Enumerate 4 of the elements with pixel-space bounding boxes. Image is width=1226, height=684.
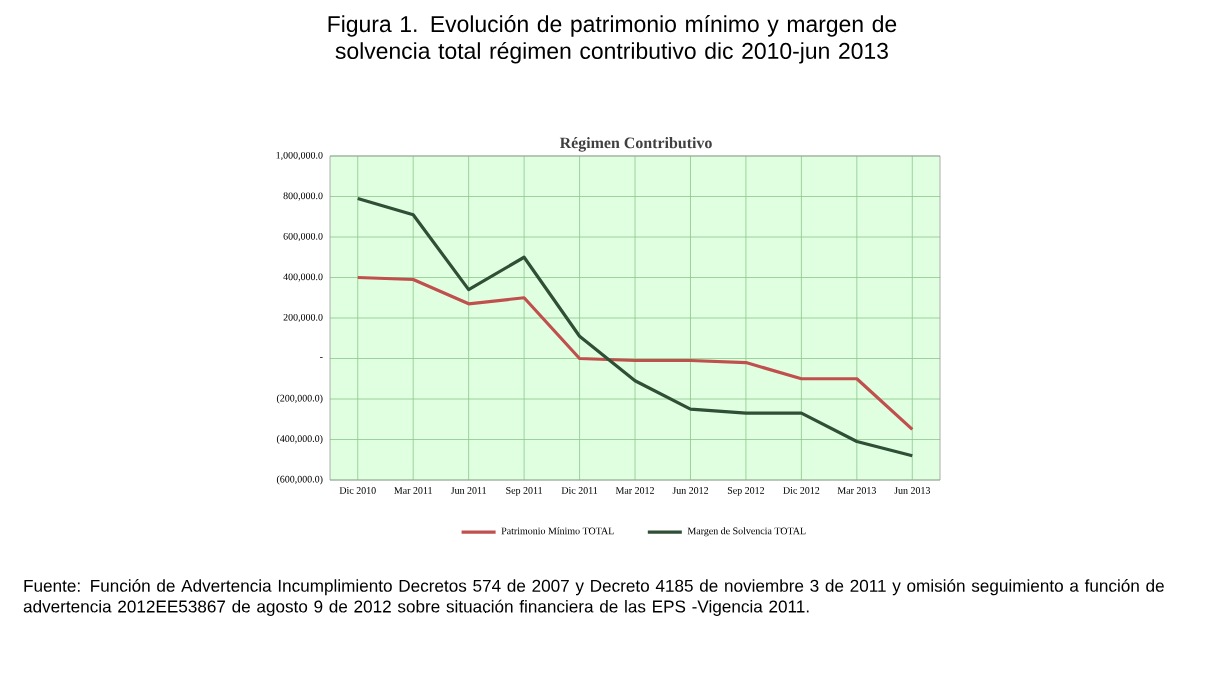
source-note: Fuente: Función de Advertencia Incumplimiento Decretos 574 de 2007 y Decreto 4185 de noviembre 3 de 2011 y omisión seguimiento a función de advertencia 2012EE53867 de agosto 9 de 2012 sobre situación financiera de las EPS -Vigencia 2011. <box>23 579 1164 616</box>
chart-title: Figura 1. Evolución de patrimonio mínimo y margen de solvencia total régimen contributivo dic 2010-jun 2013 <box>328 15 897 64</box>
line-series <box>356 275 914 431</box>
line-series <box>356 196 914 458</box>
